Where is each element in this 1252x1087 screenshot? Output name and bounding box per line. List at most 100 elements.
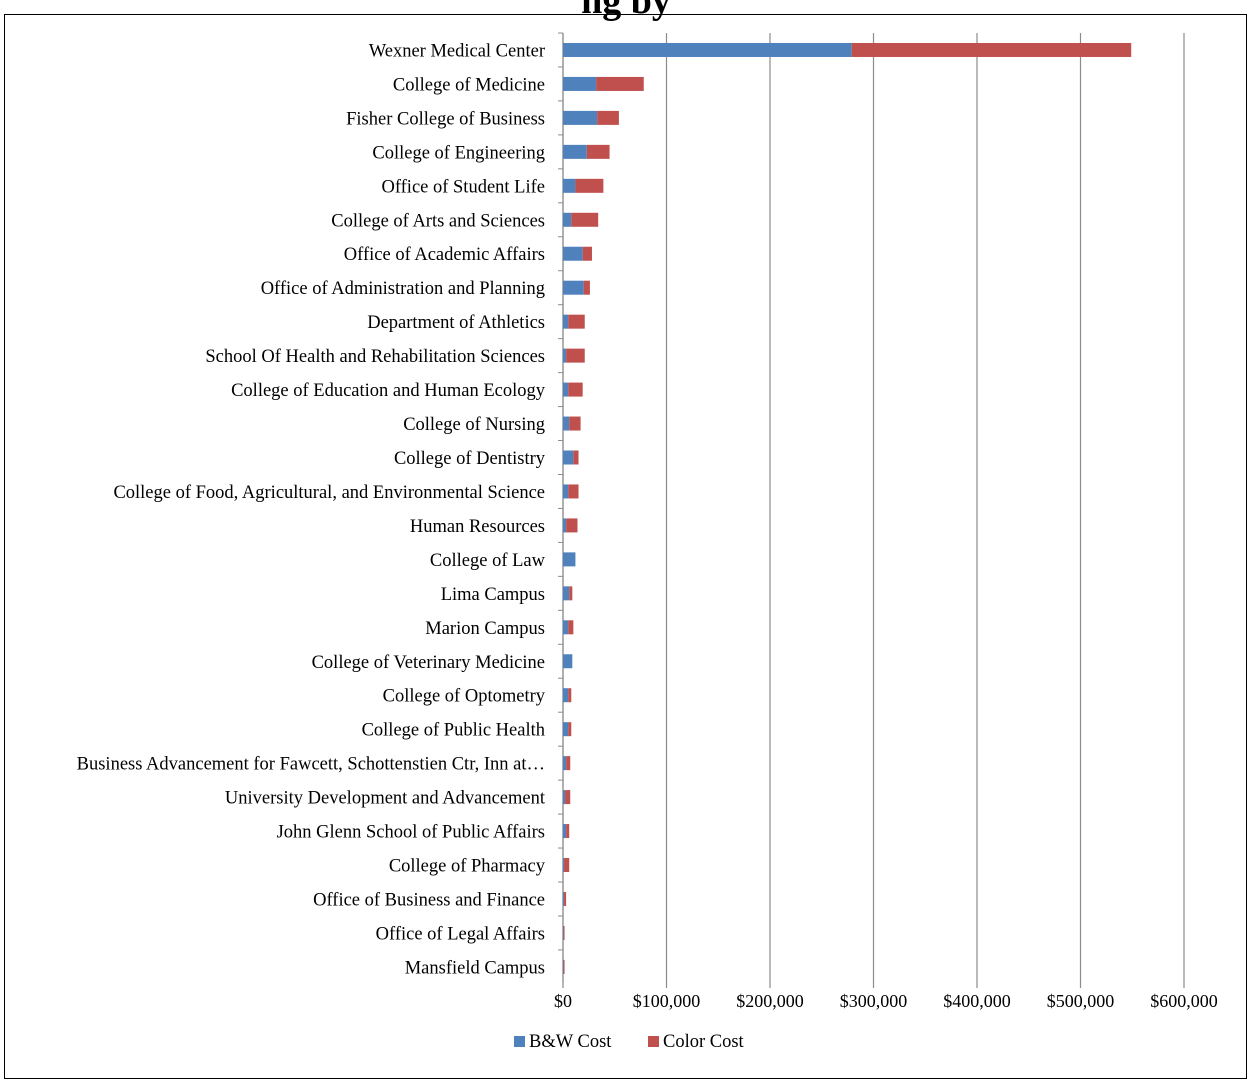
category-label: College of Engineering [372,143,545,163]
bar-segment [568,484,579,499]
bar-segment [563,925,565,940]
category-label: Wexner Medical Center [369,41,545,61]
x-tick-label: $500,000 [1047,991,1115,1011]
category-label: Marion Campus [425,619,545,639]
bar-segment [586,144,610,159]
bar-segment [563,110,598,125]
bar-segment [573,450,579,465]
category-label: College of Pharmacy [389,857,546,877]
x-tick-label: $400,000 [943,991,1011,1011]
bar-segment [566,824,570,839]
bar-segment [563,654,573,669]
category-label: College of Dentistry [394,449,546,469]
legend-label: B&W Cost [529,1032,612,1052]
category-label: College of Education and Human Ecology [231,381,546,401]
bar-segment [566,348,585,363]
x-tick-label: $600,000 [1150,991,1218,1011]
bar-segment [568,722,572,737]
bar-segment [569,586,573,601]
bar-segment [563,756,567,771]
bar-segment [851,42,1132,57]
category-label: Department of Athletics [367,313,545,333]
bar-segment [564,891,567,906]
bar-segment [563,348,567,363]
bar-segment [563,959,564,974]
x-tick-label: $200,000 [736,991,804,1011]
bar-segment [582,246,592,261]
bar-segment [569,416,581,431]
category-label: University Development and Advancement [225,789,546,809]
category-label: College of Law [430,551,546,571]
x-tick-label: $0 [554,991,572,1011]
category-label: Office of Business and Finance [313,890,545,910]
category-label: College of Public Health [362,721,545,741]
legend: B&W Cost Color Cost [514,1032,745,1052]
bar-segment [563,212,572,227]
bar-segment [563,42,852,57]
bar-segment [597,110,619,125]
bar-segment [563,959,565,974]
bar-segment [563,858,565,873]
bar-segment [568,620,574,635]
category-label: Office of Legal Affairs [376,924,545,944]
bar-segment [563,450,574,465]
category-label: College of Arts and Sciences [331,211,545,231]
category-label: College of Food, Agricultural, and Envir… [113,483,545,503]
bar-segment [575,178,604,193]
chart-title: ng by [581,0,671,22]
x-tick-label: $300,000 [840,991,908,1011]
bar-segment [563,620,569,635]
bar-segment [563,722,569,737]
bar-segment [583,280,590,295]
category-label: Office of Student Life [381,177,545,197]
bar-segment [563,518,567,533]
category-label: School Of Health and Rehabilitation Scie… [205,347,545,367]
bar-segment [596,76,644,91]
bar-segment [565,790,571,805]
bar-segment [563,382,569,397]
bar-segment [563,246,583,261]
chart-frame [4,14,1247,1079]
bar-segment [563,416,570,431]
gridlines [558,32,1185,988]
category-label: Fisher College of Business [346,109,545,129]
bar-segment [563,280,584,295]
bar-segment [563,552,576,567]
bar-segment [563,178,576,193]
category-label: College of Nursing [403,415,545,435]
bar-segment [563,144,587,159]
bar-segment [568,688,572,703]
bar-segment [566,756,571,771]
bar-segment [566,518,578,533]
category-label: John Glenn School of Public Affairs [277,823,545,843]
bar-segment [563,790,566,805]
legend-label: Color Cost [663,1032,745,1052]
bar-segment [563,586,570,601]
category-label: Lima Campus [441,585,545,605]
category-label: College of Optometry [383,687,546,707]
category-label: Human Resources [410,517,545,537]
bar-segment [563,314,569,329]
category-label: College of Medicine [393,75,545,95]
bar-segment [571,212,599,227]
bars [563,42,1132,974]
bar-segment [564,858,570,873]
bar-segment [563,76,597,91]
legend-swatch [514,1036,525,1047]
bar-segment [563,925,564,940]
bar-segment [568,314,585,329]
bar-segment [568,382,583,397]
category-label: Mansfield Campus [405,958,545,978]
category-label: Office of Academic Affairs [344,245,545,265]
bar-segment [563,824,567,839]
x-tick-label: $100,000 [633,991,701,1011]
category-labels: Wexner Medical Center College of Medicine… [77,41,546,978]
bar-segment [563,688,569,703]
category-label: Office of Administration and Planning [261,279,545,299]
category-label: College of Veterinary Medicine [312,653,545,673]
bar-segment [563,484,569,499]
x-tick-labels: $0 $100,000 $200,000 $300,000 $400,000 $500,0… [554,991,1218,1011]
legend-swatch [648,1036,659,1047]
category-label: Business Advancement for Fawcett, Schott… [77,755,545,775]
